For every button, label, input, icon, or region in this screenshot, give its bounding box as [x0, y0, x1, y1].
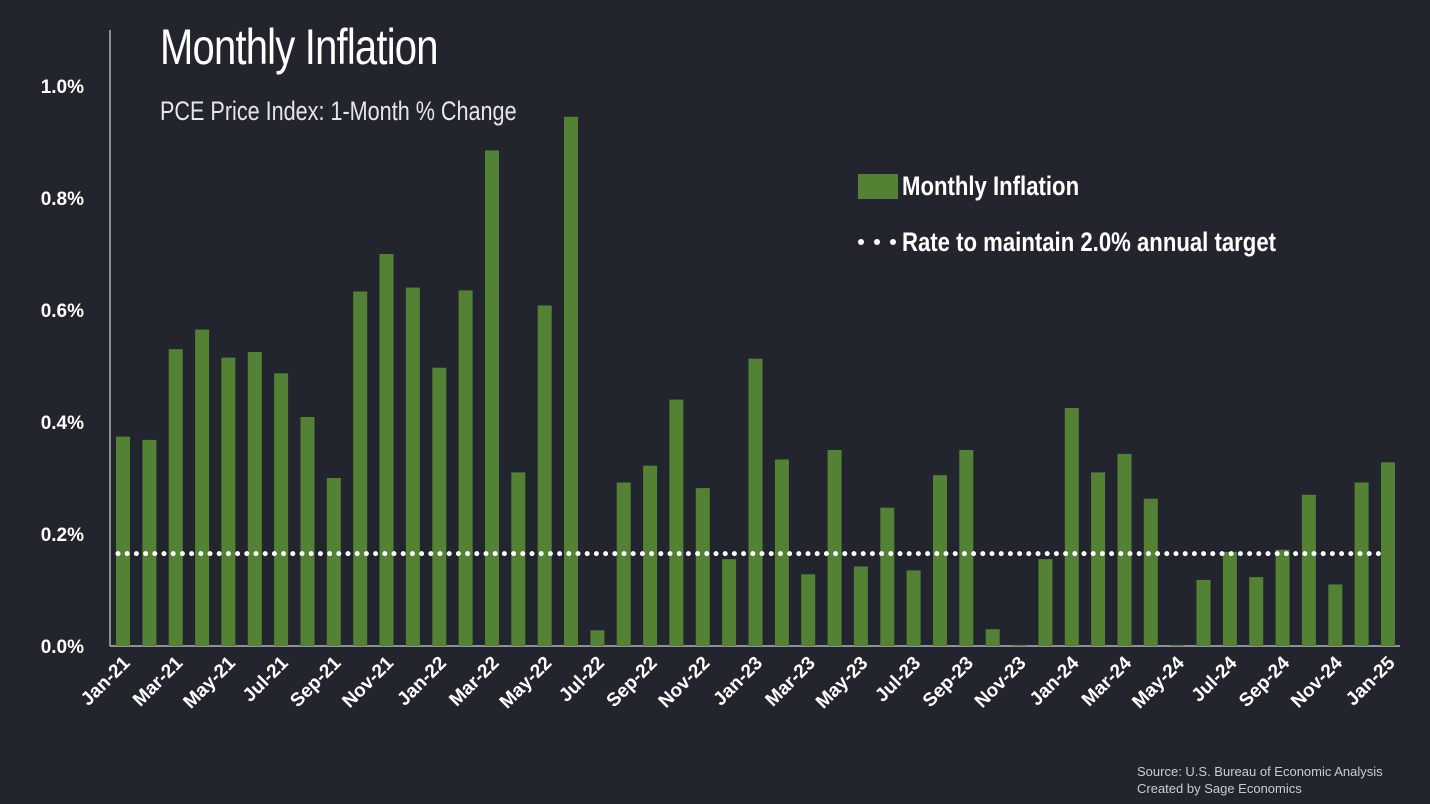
x-tick-label: Nov-23	[971, 653, 1031, 713]
y-tick-label: 1.0%	[41, 77, 84, 98]
bar-Apr-21	[195, 329, 210, 646]
source-note: Source: U.S. Bureau of Economic Analysis…	[1137, 763, 1383, 797]
bar-Feb-24	[1091, 472, 1106, 646]
bar-Feb-22	[458, 290, 473, 646]
bar-Aug-22	[616, 482, 631, 646]
bar-Apr-24	[1143, 498, 1158, 646]
bar-Jul-24	[1222, 551, 1237, 646]
x-tick-label: Jan-22	[393, 653, 450, 710]
x-tick-label: May-22	[496, 653, 556, 713]
bar-Jul-21	[274, 373, 289, 646]
bar-Oct-24	[1301, 494, 1316, 646]
legend-label-target-rate: Rate to maintain 2.0% annual target	[902, 226, 1277, 257]
bar-Mar-23	[801, 574, 816, 646]
legend-swatch-dotted-line	[858, 239, 898, 245]
bar-Nov-23	[1012, 644, 1026, 646]
x-tick-label: Jul-23	[871, 653, 925, 707]
x-tick-label: Mar-21	[129, 652, 187, 710]
bar-Mar-22	[485, 150, 499, 646]
bar-Dec-24	[1354, 482, 1369, 646]
bar-Oct-23	[985, 629, 1000, 646]
bar-Jan-23	[748, 358, 763, 646]
x-tick-label: Jan-24	[1026, 652, 1084, 710]
credit-line: Created by Sage Economics	[1137, 781, 1302, 796]
bar-Aug-24	[1249, 577, 1264, 646]
bar-Nov-24	[1328, 584, 1343, 646]
x-tick-label: Mar-23	[762, 653, 820, 711]
x-tick-label: May-23	[812, 653, 872, 713]
x-tick-label: Nov-21	[338, 652, 398, 712]
y-tick-label: 0.8%	[41, 189, 84, 210]
x-tick-label: Jul-24	[1188, 652, 1242, 706]
x-tick-label: Jan-23	[710, 653, 767, 710]
bar-Sep-21	[326, 478, 341, 646]
legend-item-monthly-inflation: Monthly Inflation	[858, 170, 1118, 202]
bar-Oct-21	[353, 291, 368, 646]
x-tick-label: Nov-22	[655, 653, 715, 713]
bar-Jul-22	[590, 630, 605, 646]
x-tick-label: Jul-22	[555, 653, 609, 707]
x-tick-label: May-24	[1128, 652, 1189, 713]
bar-Dec-22	[722, 559, 737, 646]
x-tick-label: May-21	[180, 652, 241, 713]
bar-Jul-23	[906, 570, 921, 646]
y-tick-label: 0.2%	[41, 525, 84, 546]
bar-May-23	[853, 566, 868, 646]
bar-Mar-24	[1117, 453, 1132, 646]
legend-label-monthly-inflation: Monthly Inflation	[902, 170, 1080, 201]
bar-May-22	[537, 305, 552, 646]
bar-Sep-24	[1275, 549, 1290, 646]
bar-Jan-25	[1381, 462, 1395, 646]
bar-Nov-21	[379, 254, 394, 646]
source-line: Source: U.S. Bureau of Economic Analysis	[1137, 764, 1383, 779]
bar-Aug-23	[933, 475, 947, 646]
chart-title: Monthly Inflation	[160, 19, 438, 75]
y-tick-label: 0.4%	[41, 413, 84, 434]
bar-Nov-22	[695, 488, 710, 646]
bar-May-21	[221, 357, 236, 646]
bar-Apr-23	[827, 450, 842, 646]
bar-Jan-21	[116, 436, 130, 646]
x-tick-label: Sep-24	[1235, 652, 1294, 711]
bar-Jun-24	[1196, 579, 1211, 646]
bar-Oct-22	[669, 399, 684, 646]
y-tick-label: 0.6%	[41, 301, 84, 322]
x-tick-label: Jan-21	[77, 652, 135, 710]
x-tick-label: Nov-24	[1287, 652, 1347, 712]
bar-Aug-21	[300, 417, 315, 646]
x-tick-label: Mar-22	[445, 653, 503, 711]
legend-item-target-rate: Rate to maintain 2.0% annual target	[858, 226, 1358, 258]
legend-swatch-bar	[858, 173, 898, 199]
bar-Jan-24	[1064, 408, 1079, 646]
bar-Mar-21	[168, 349, 183, 646]
bar-Sep-23	[959, 450, 974, 646]
bar-Jun-21	[247, 352, 262, 646]
bar-Jun-23	[880, 507, 895, 646]
y-tick-label: 0.0%	[41, 637, 84, 658]
x-tick-label: Sep-23	[919, 653, 978, 712]
x-tick-label: Sep-22	[603, 653, 662, 712]
bar-Dec-23	[1038, 559, 1053, 646]
bar-Apr-22	[511, 472, 526, 646]
bar-Dec-21	[405, 287, 420, 646]
x-tick-label: Jan-25	[1342, 652, 1400, 710]
x-tick-label: Sep-21	[286, 652, 345, 711]
x-tick-label: Mar-24	[1078, 652, 1136, 710]
bar-Sep-22	[643, 465, 658, 646]
bar-Jun-22	[564, 116, 578, 647]
bar-May-24	[1170, 644, 1185, 646]
chart-subtitle: PCE Price Index: 1-Month % Change	[160, 96, 517, 126]
bar-Jan-22	[432, 367, 447, 646]
bar-Feb-21	[142, 439, 157, 646]
x-tick-label: Jul-21	[239, 652, 293, 706]
